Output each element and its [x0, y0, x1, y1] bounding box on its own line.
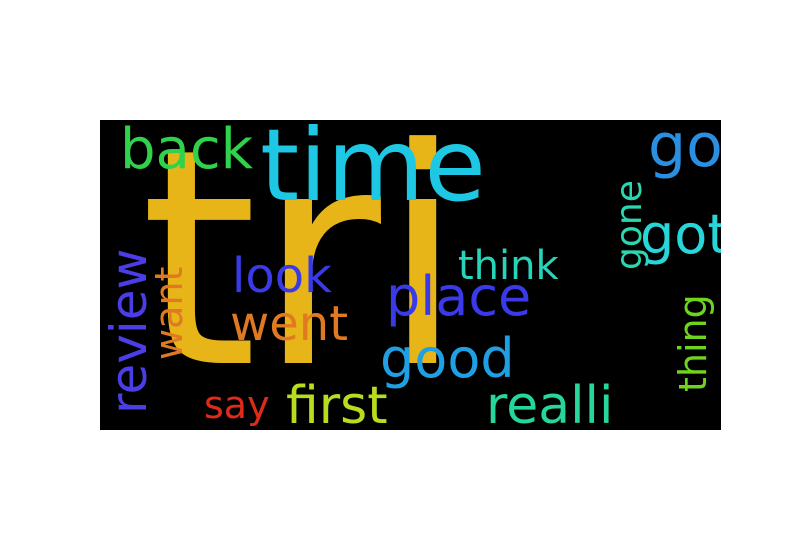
word-think: think	[458, 243, 559, 289]
word-tri: tri	[140, 120, 465, 430]
word-realli: realli	[486, 376, 614, 430]
word-first: first	[286, 376, 388, 430]
word-want: want	[147, 266, 191, 360]
word-place: place	[386, 265, 532, 328]
word-time: time	[260, 120, 486, 224]
word-good: good	[380, 327, 515, 390]
word-say: say	[204, 383, 270, 427]
word-look: look	[232, 248, 332, 304]
word-cloud: tri time back go gone got review want lo…	[100, 120, 721, 430]
word-thing: thing	[671, 294, 715, 392]
word-go: go	[648, 120, 721, 181]
word-back: back	[120, 120, 254, 182]
word-went: went	[230, 296, 349, 352]
word-got: got	[640, 203, 721, 266]
